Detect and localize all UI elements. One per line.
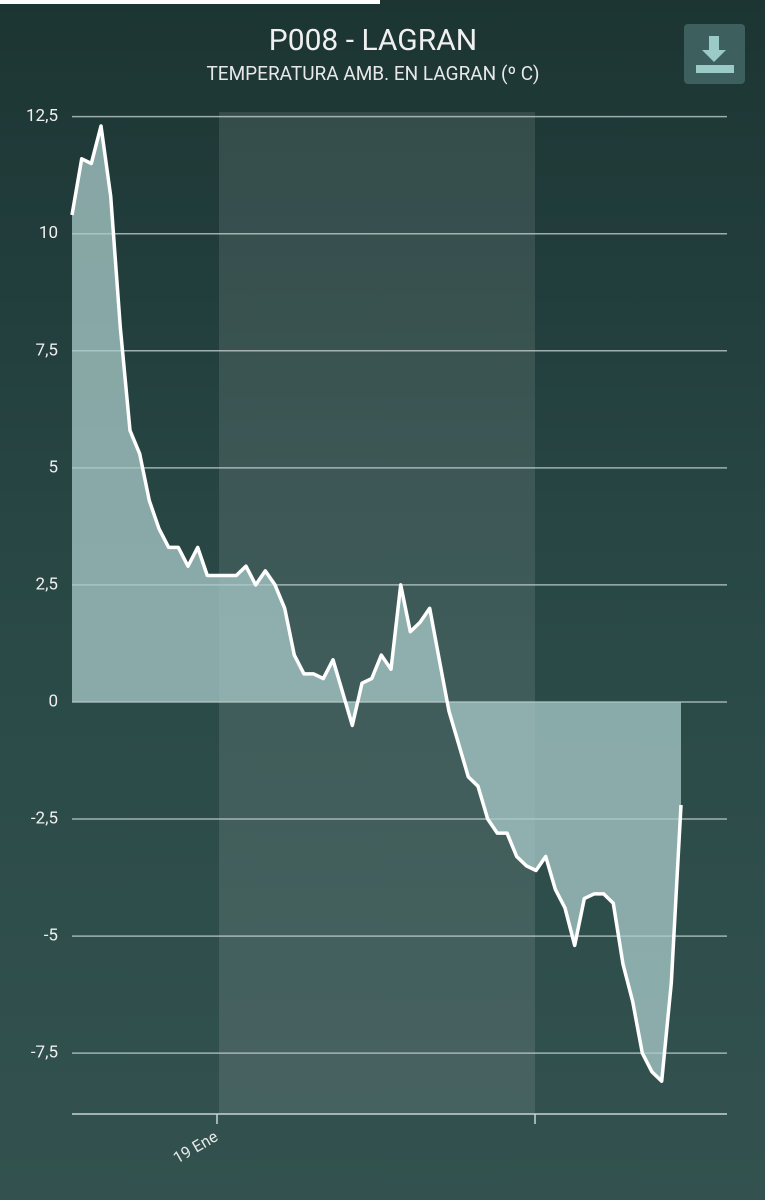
- y-tick-label: 5: [48, 457, 58, 477]
- chart-subtitle: TEMPERATURA AMB. EN LAGRAN (º C): [206, 62, 539, 85]
- y-tick-label: -5: [44, 926, 58, 946]
- progress-bar: [0, 0, 380, 4]
- chart-title: P008 - LAGRAN: [269, 23, 477, 58]
- line: [70, 124, 683, 1083]
- y-tick-label: 2,5: [36, 574, 58, 594]
- y-tick-label: -7,5: [31, 1043, 58, 1063]
- y-tick-label: -2,5: [31, 809, 58, 829]
- download-button[interactable]: [684, 24, 745, 84]
- y-tick-label: 7,5: [36, 340, 58, 360]
- y-tick-label: 0: [48, 691, 58, 711]
- y-tick-label: 10: [39, 223, 58, 243]
- area: [72, 126, 681, 1082]
- y-tick-label: 12,5: [26, 106, 58, 126]
- x-tick-label: 19 Ene: [170, 1127, 221, 1168]
